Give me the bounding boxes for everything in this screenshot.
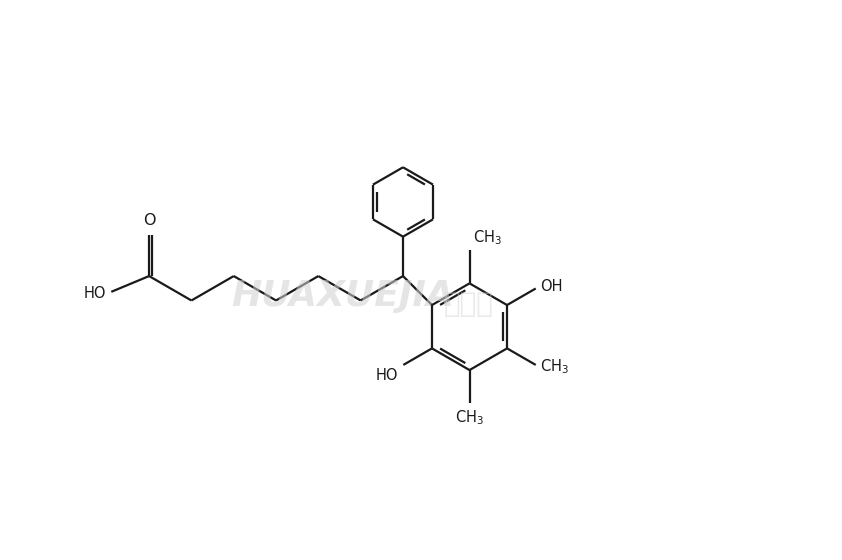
Text: O: O (143, 213, 156, 228)
Text: HO: HO (84, 286, 107, 301)
Text: OH: OH (541, 279, 563, 295)
Text: CH$_3$: CH$_3$ (455, 409, 484, 427)
Text: CH$_3$: CH$_3$ (541, 357, 569, 376)
Text: CH$_3$: CH$_3$ (472, 228, 502, 247)
Text: HUAXUEJIA: HUAXUEJIA (231, 279, 454, 313)
Text: 化学加: 化学加 (444, 290, 493, 318)
Text: HO: HO (376, 368, 398, 383)
